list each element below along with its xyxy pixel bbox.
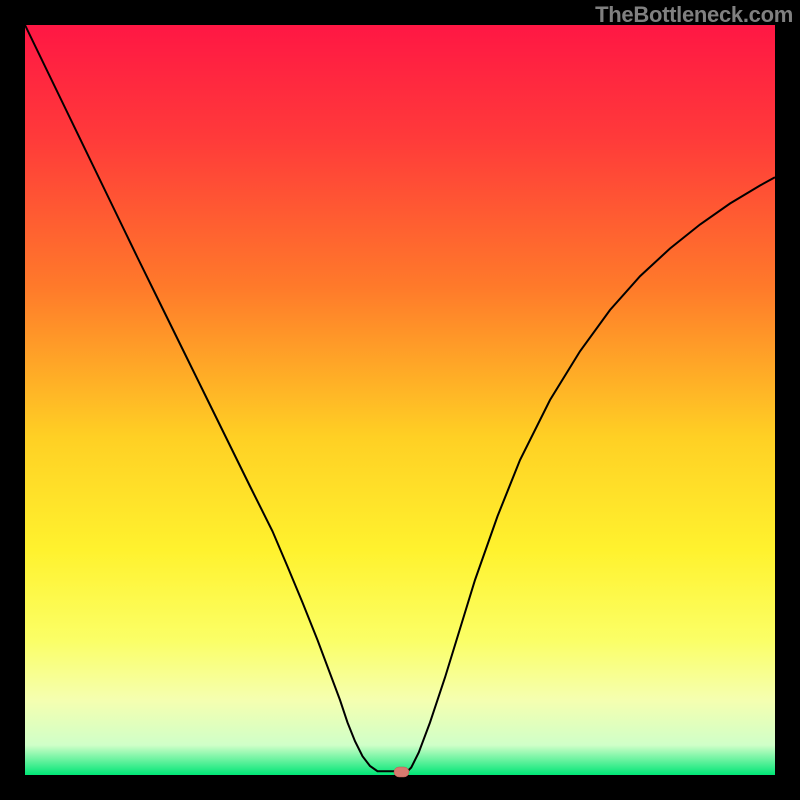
optimal-point-marker xyxy=(394,767,409,777)
watermark-text: TheBottleneck.com xyxy=(595,2,793,28)
bottleneck-chart xyxy=(0,0,800,800)
chart-container: TheBottleneck.com xyxy=(0,0,800,800)
plot-area xyxy=(25,25,775,775)
